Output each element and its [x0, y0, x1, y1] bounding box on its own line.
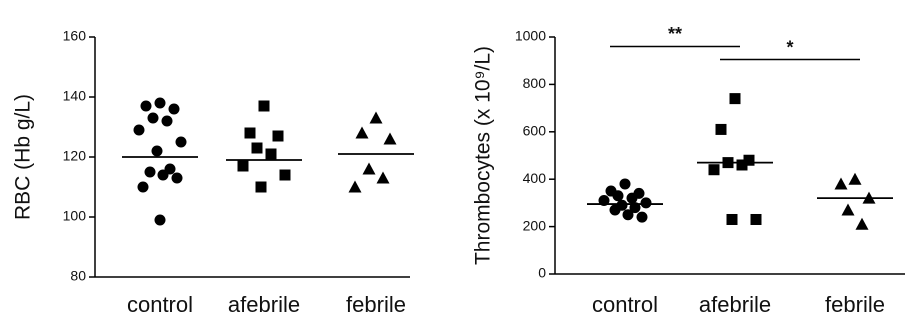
point — [258, 100, 270, 112]
point — [157, 169, 169, 181]
point — [140, 100, 152, 112]
point — [161, 115, 173, 127]
y-tick-label: 400 — [523, 170, 547, 186]
point — [729, 93, 741, 105]
point — [279, 169, 291, 181]
point — [272, 130, 284, 142]
point — [598, 195, 610, 207]
point — [147, 112, 159, 124]
point — [237, 160, 249, 172]
point — [251, 142, 263, 154]
point — [168, 103, 180, 115]
point — [736, 159, 748, 171]
point — [244, 127, 256, 139]
point — [171, 172, 183, 184]
point — [743, 154, 755, 166]
point — [855, 217, 869, 230]
point — [715, 123, 727, 135]
point — [255, 181, 267, 193]
point — [622, 209, 634, 221]
point — [137, 181, 149, 193]
y-tick-label: 0 — [538, 265, 546, 281]
y-tick-label: 800 — [523, 75, 547, 91]
point — [144, 166, 156, 178]
y-tick-label: 120 — [63, 148, 87, 164]
point — [133, 124, 145, 136]
significance-label: ** — [668, 24, 682, 44]
significance-label: * — [786, 37, 793, 57]
point — [726, 213, 738, 225]
x-tick-label: febrile — [825, 292, 885, 317]
x-tick-label: control — [127, 292, 193, 317]
point — [154, 97, 166, 109]
y-axis-label: Thrombocytes (x 10⁹/L) — [472, 46, 495, 265]
y-tick-label: 600 — [523, 123, 547, 139]
point — [862, 191, 876, 204]
point — [348, 180, 362, 193]
point — [362, 162, 376, 175]
point — [708, 164, 720, 176]
point — [265, 148, 277, 160]
point — [619, 178, 631, 190]
point — [722, 157, 734, 169]
x-tick-label: febrile — [346, 292, 406, 317]
point — [369, 111, 383, 124]
point — [154, 214, 166, 226]
point — [612, 190, 624, 202]
y-tick-label: 200 — [523, 217, 547, 233]
point — [841, 203, 855, 216]
y-axis-label: RBC (Hb g/L) — [12, 94, 35, 220]
point — [376, 171, 390, 184]
y-tick-label: 100 — [63, 208, 87, 224]
point — [175, 136, 187, 148]
point — [383, 132, 397, 145]
point — [848, 172, 862, 185]
y-tick-label: 140 — [63, 88, 87, 104]
x-tick-label: afebrile — [228, 292, 300, 317]
point — [355, 126, 369, 139]
point — [151, 145, 163, 157]
point — [640, 197, 652, 209]
point — [834, 177, 848, 190]
y-tick-label: 80 — [70, 268, 86, 284]
x-tick-label: control — [592, 292, 658, 317]
y-tick-label: 1000 — [515, 28, 546, 44]
y-tick-label: 160 — [63, 28, 87, 44]
point — [629, 202, 641, 214]
x-tick-label: afebrile — [699, 292, 771, 317]
point — [626, 192, 638, 204]
point — [636, 211, 648, 223]
point — [750, 213, 762, 225]
point — [609, 204, 621, 216]
